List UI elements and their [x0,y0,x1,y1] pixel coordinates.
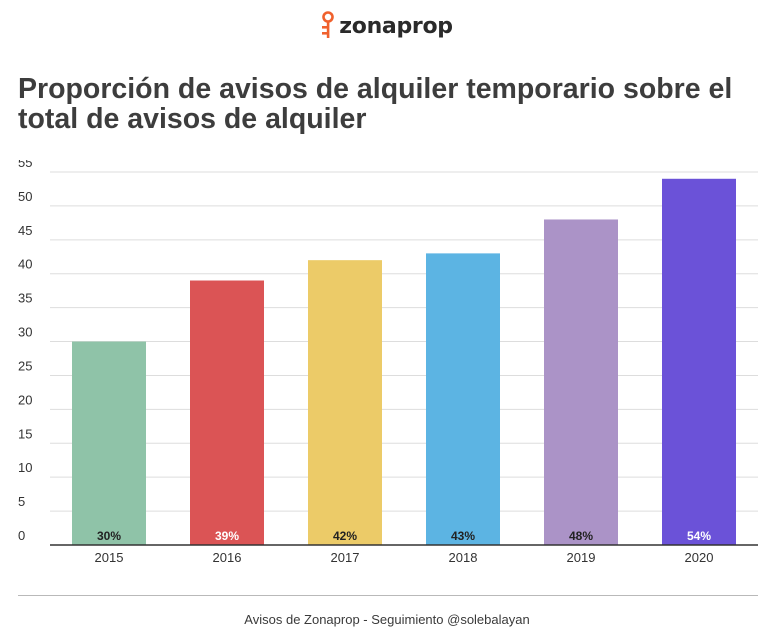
bar-2020 [662,178,736,546]
bar-2016 [190,280,264,545]
bar-2017 [308,260,382,545]
y-tick-label: 50 [18,189,32,204]
key-icon [322,11,335,38]
x-tick-label: 2016 [213,550,242,565]
data-labels: 30% 39% 42% 43% 48% 54% [97,529,711,543]
y-tick-label: 55 [18,160,32,170]
y-tick-label: 40 [18,257,32,272]
bars [72,178,736,546]
data-label-2019: 48% [569,529,593,543]
y-tick-label: 0 [18,528,25,543]
y-tick-label: 10 [18,460,32,475]
y-axis: 0 5 10 15 20 25 30 35 40 45 50 55 [18,160,32,543]
bar-2015 [72,341,146,545]
x-tick-label: 2018 [449,550,478,565]
x-axis: 2015 2016 2017 2018 2019 2020 [50,544,758,565]
data-label-2015: 30% [97,529,121,543]
x-tick-label: 2019 [567,550,596,565]
y-tick-label: 35 [18,291,32,306]
footer-divider [18,595,758,596]
x-tick-label: 2015 [95,550,124,565]
bar-2018 [426,253,500,545]
chart-title: Proporción de avisos de alquiler tempora… [18,73,733,135]
y-tick-label: 20 [18,392,32,407]
bar-chart: 30% 39% 42% 43% 48% 54% 0 5 10 15 20 25 30 35 40 45 50 5… [18,160,758,565]
y-tick-label: 30 [18,325,32,340]
bar-2019 [544,219,618,546]
data-label-2020: 54% [687,529,711,543]
brand-name: zonaprop [339,13,453,39]
source-note: Avisos de Zonaprop - Seguimiento @soleba… [244,612,530,627]
y-tick-label: 45 [18,223,32,238]
x-tick-label: 2017 [331,550,360,565]
x-tick-label: 2020 [685,550,714,565]
data-label-2018: 43% [451,529,475,543]
brand-logo: zonaprop [0,8,774,44]
data-label-2017: 42% [333,529,357,543]
y-tick-label: 25 [18,358,32,373]
data-label-2016: 39% [215,529,239,543]
gridlines [50,171,758,512]
y-tick-label: 15 [18,426,32,441]
y-tick-label: 5 [18,494,25,509]
